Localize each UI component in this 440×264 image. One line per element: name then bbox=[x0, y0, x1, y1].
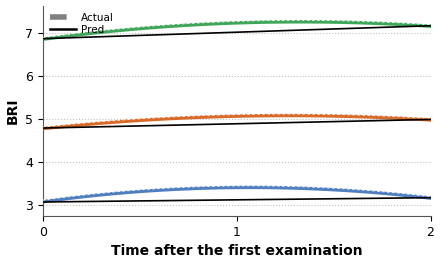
X-axis label: Time after the first examination: Time after the first examination bbox=[111, 244, 363, 258]
Legend: Actual, Pred: Actual, Pred bbox=[48, 11, 116, 37]
Y-axis label: BRI: BRI bbox=[6, 98, 19, 124]
